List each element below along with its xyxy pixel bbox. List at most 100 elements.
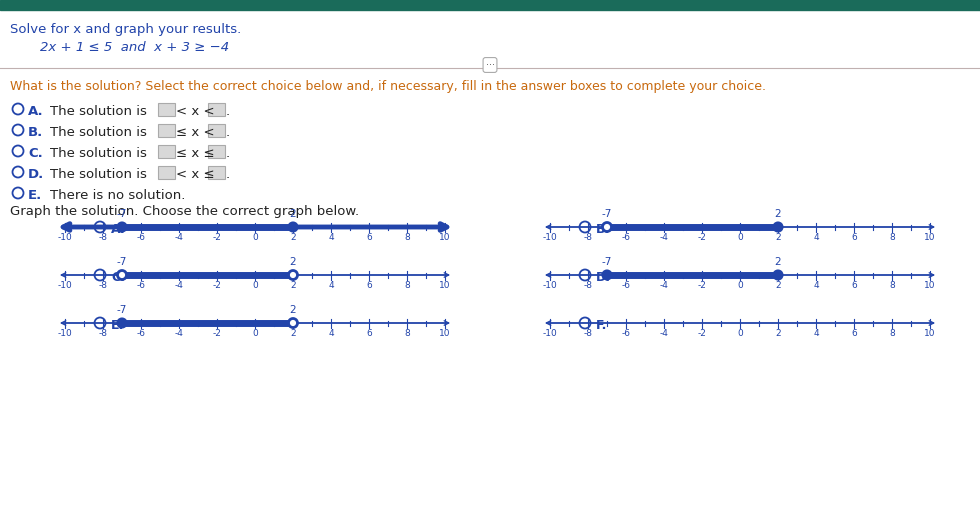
Bar (208, 103, 225, 116)
Text: 2: 2 (775, 233, 781, 242)
Text: -6: -6 (136, 329, 145, 338)
Text: -2: -2 (213, 233, 221, 242)
Text: -2: -2 (213, 281, 221, 290)
Circle shape (288, 222, 298, 232)
Text: C.: C. (28, 147, 43, 160)
Text: -6: -6 (621, 329, 630, 338)
Text: -4: -4 (660, 233, 668, 242)
Text: -2: -2 (698, 329, 707, 338)
Text: -8: -8 (583, 329, 593, 338)
Text: < x ≤: < x ≤ (176, 168, 215, 181)
Text: 10: 10 (924, 233, 936, 242)
Text: -10: -10 (543, 281, 558, 290)
Text: -4: -4 (660, 329, 668, 338)
Text: -4: -4 (660, 281, 668, 290)
Text: -2: -2 (213, 329, 221, 338)
Text: 4: 4 (813, 329, 819, 338)
Text: 8: 8 (404, 281, 410, 290)
Text: C.: C. (111, 271, 124, 284)
Text: -6: -6 (621, 281, 630, 290)
Text: -8: -8 (99, 281, 108, 290)
Text: ≤ x <: ≤ x < (176, 126, 215, 139)
Text: .: . (226, 168, 230, 181)
Text: 8: 8 (889, 281, 895, 290)
Circle shape (773, 270, 782, 279)
Bar (158, 124, 175, 137)
Text: -6: -6 (136, 233, 145, 242)
Text: 6: 6 (367, 281, 371, 290)
Text: 8: 8 (404, 233, 410, 242)
Text: 4: 4 (328, 233, 334, 242)
Text: 0: 0 (252, 281, 258, 290)
Text: 10: 10 (924, 281, 936, 290)
Text: 10: 10 (439, 281, 451, 290)
Text: 2: 2 (290, 305, 296, 315)
Text: 6: 6 (367, 233, 371, 242)
Text: -10: -10 (543, 233, 558, 242)
Circle shape (118, 270, 126, 279)
Text: A.: A. (28, 105, 44, 118)
Bar (208, 166, 225, 179)
Text: The solution is: The solution is (50, 168, 147, 181)
Text: -7: -7 (117, 257, 127, 267)
Bar (158, 145, 175, 158)
Text: The solution is: The solution is (50, 147, 147, 160)
Text: 2: 2 (290, 233, 296, 242)
Bar (158, 103, 175, 116)
Text: -4: -4 (174, 281, 183, 290)
Text: -10: -10 (58, 281, 73, 290)
Text: -8: -8 (583, 233, 593, 242)
Text: -10: -10 (58, 233, 73, 242)
Circle shape (773, 222, 782, 232)
Text: 0: 0 (737, 233, 743, 242)
Text: -7: -7 (602, 257, 612, 267)
Text: < x <: < x < (176, 105, 215, 118)
Text: 2x + 1 ≤ 5  and  x + 3 ≥ −4: 2x + 1 ≤ 5 and x + 3 ≥ −4 (40, 41, 229, 54)
Text: -8: -8 (99, 329, 108, 338)
Text: 2: 2 (775, 329, 781, 338)
Text: 6: 6 (367, 329, 371, 338)
Text: 2: 2 (774, 209, 781, 219)
Text: F.: F. (596, 319, 608, 332)
Text: -2: -2 (698, 233, 707, 242)
Text: -7: -7 (117, 209, 127, 219)
Text: E.: E. (28, 189, 42, 202)
Circle shape (603, 222, 612, 232)
Text: What is the solution? Select the correct choice below and, if necessary, fill in: What is the solution? Select the correct… (10, 80, 766, 93)
Text: 2: 2 (774, 257, 781, 267)
Text: -4: -4 (174, 329, 183, 338)
Text: 4: 4 (813, 233, 819, 242)
Circle shape (603, 270, 612, 279)
Text: 2: 2 (290, 329, 296, 338)
Text: .: . (226, 105, 230, 118)
Text: 8: 8 (889, 233, 895, 242)
Text: 0: 0 (737, 281, 743, 290)
Bar (208, 145, 225, 158)
Text: -6: -6 (136, 281, 145, 290)
Text: -10: -10 (543, 329, 558, 338)
Text: ≤ x ≤: ≤ x ≤ (176, 147, 215, 160)
Text: The solution is: The solution is (50, 105, 147, 118)
Text: -7: -7 (117, 305, 127, 315)
Text: 6: 6 (851, 233, 857, 242)
Text: -8: -8 (583, 281, 593, 290)
Text: 2: 2 (290, 257, 296, 267)
Text: 6: 6 (851, 281, 857, 290)
Circle shape (118, 222, 126, 232)
Bar (158, 166, 175, 179)
Text: 2: 2 (290, 281, 296, 290)
Text: B.: B. (596, 223, 611, 236)
Text: -6: -6 (621, 233, 630, 242)
Text: 6: 6 (851, 329, 857, 338)
Text: There is no solution.: There is no solution. (50, 189, 185, 202)
Text: 4: 4 (328, 329, 334, 338)
Text: -8: -8 (99, 233, 108, 242)
Text: Graph the solution. Choose the correct graph below.: Graph the solution. Choose the correct g… (10, 205, 359, 218)
Text: 10: 10 (924, 329, 936, 338)
Text: 4: 4 (813, 281, 819, 290)
Text: 10: 10 (439, 329, 451, 338)
Text: Solve for x and graph your results.: Solve for x and graph your results. (10, 23, 241, 36)
Text: D.: D. (596, 271, 611, 284)
Text: -2: -2 (698, 281, 707, 290)
Text: The solution is: The solution is (50, 126, 147, 139)
